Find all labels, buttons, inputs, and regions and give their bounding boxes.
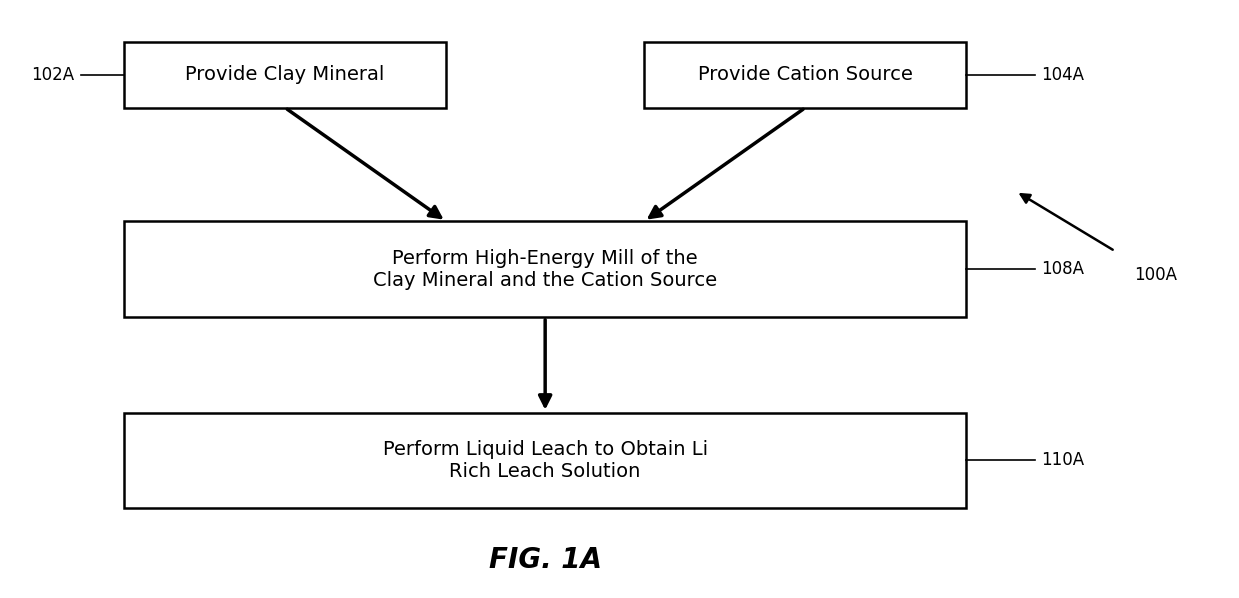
- Text: Provide Cation Source: Provide Cation Source: [698, 65, 913, 84]
- Text: Provide Clay Mineral: Provide Clay Mineral: [186, 65, 384, 84]
- Text: 108A: 108A: [1041, 260, 1084, 278]
- Text: Perform High-Energy Mill of the
Clay Mineral and the Cation Source: Perform High-Energy Mill of the Clay Min…: [373, 249, 717, 289]
- Text: Perform Liquid Leach to Obtain Li
Rich Leach Solution: Perform Liquid Leach to Obtain Li Rich L…: [383, 440, 707, 481]
- FancyBboxPatch shape: [644, 42, 966, 108]
- Text: 102A: 102A: [31, 66, 74, 84]
- Text: 110A: 110A: [1041, 451, 1084, 469]
- Text: FIG. 1A: FIG. 1A: [488, 546, 602, 574]
- FancyBboxPatch shape: [124, 413, 966, 508]
- FancyBboxPatch shape: [124, 42, 446, 108]
- FancyBboxPatch shape: [124, 221, 966, 317]
- Text: 100A: 100A: [1134, 266, 1177, 284]
- Text: 104A: 104A: [1041, 66, 1084, 84]
